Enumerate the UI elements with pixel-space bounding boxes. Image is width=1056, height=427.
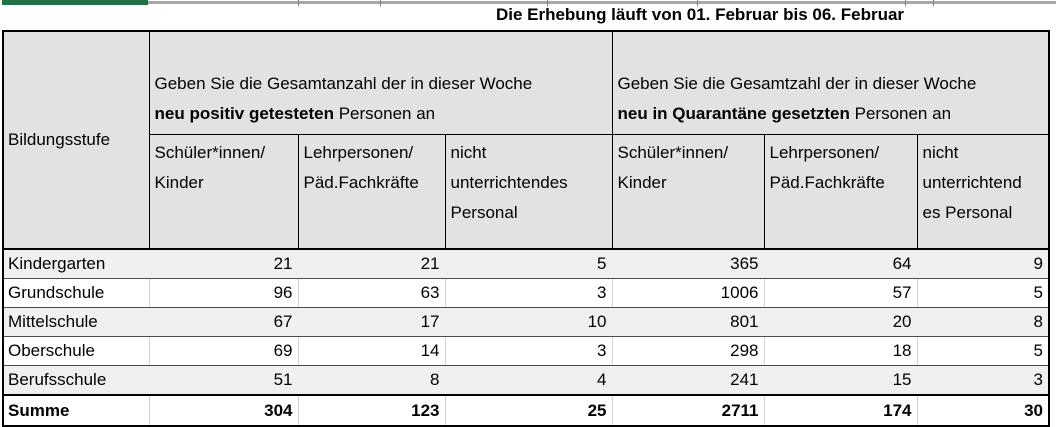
row-label-cell[interactable]: Mittelschule bbox=[2, 307, 150, 337]
column-header-teachers-quarantine[interactable]: Lehrpersonen/ Päd.Fachkräfte bbox=[763, 134, 918, 250]
total-row: Summe 304 123 25 2711 174 30 bbox=[2, 394, 1051, 427]
value-cell[interactable]: 10 bbox=[445, 307, 613, 337]
row-label-cell[interactable]: Oberschule bbox=[2, 336, 150, 366]
group-header-emphasis-line: neu positiv getesteten Personen an bbox=[154, 104, 436, 123]
value-cell[interactable]: 1006 bbox=[612, 278, 765, 308]
group-header-row: Bildungsstufe Geben Sie die Gesamtanzahl… bbox=[2, 30, 1051, 250]
value-cell[interactable]: 5 bbox=[917, 336, 1051, 366]
row-label-cell[interactable]: Berufsschule bbox=[2, 365, 150, 396]
survey-data-table: Bildungsstufe Geben Sie die Gesamtanzahl… bbox=[2, 30, 1051, 427]
total-value-cell[interactable]: 2711 bbox=[612, 394, 765, 427]
value-cell[interactable]: 15 bbox=[764, 365, 918, 396]
value-cell[interactable]: 3 bbox=[445, 336, 613, 366]
row-label-cell[interactable]: Kindergarten bbox=[2, 249, 150, 279]
value-cell[interactable]: 18 bbox=[764, 336, 918, 366]
column-header-staff-positive[interactable]: nicht unterrichtendes Personal bbox=[444, 134, 613, 250]
table-row-kindergarten: Kindergarten 21 21 5 365 64 9 bbox=[2, 249, 1051, 279]
column-header-students-positive[interactable]: Schüler*innen/ Kinder bbox=[148, 134, 299, 250]
value-cell[interactable]: 21 bbox=[149, 249, 299, 279]
group-header-intro: Geben Sie die Gesamtzahl der in dieser W… bbox=[617, 74, 977, 93]
value-cell[interactable]: 64 bbox=[764, 249, 918, 279]
table-row-mittelschule: Mittelschule 67 17 10 801 20 8 bbox=[2, 307, 1051, 337]
value-cell[interactable]: 3 bbox=[445, 278, 613, 308]
value-cell[interactable]: 9 bbox=[917, 249, 1051, 279]
column-gridline-tick bbox=[547, 0, 548, 6]
row-label-cell[interactable]: Grundschule bbox=[2, 278, 150, 308]
group-header-emphasis-line: neu in Quarantäne gesetzten Personen an bbox=[617, 104, 952, 123]
value-cell[interactable]: 8 bbox=[298, 365, 446, 396]
value-cell[interactable]: 365 bbox=[612, 249, 765, 279]
value-cell[interactable]: 241 bbox=[612, 365, 765, 396]
excel-selection-accent-bar bbox=[2, 0, 148, 5]
group-header-intro: Geben Sie die Gesamtanzahl der in dieser… bbox=[154, 74, 533, 93]
group-header-quarantine[interactable]: Geben Sie die Gesamtzahl der in dieser W… bbox=[611, 30, 1051, 135]
table-row-oberschule: Oberschule 69 14 3 298 18 5 bbox=[2, 336, 1051, 366]
value-cell[interactable]: 5 bbox=[917, 278, 1051, 308]
value-cell[interactable]: 96 bbox=[149, 278, 299, 308]
value-cell[interactable]: 298 bbox=[612, 336, 765, 366]
value-cell[interactable]: 4 bbox=[445, 365, 613, 396]
corner-header-cell[interactable]: Bildungsstufe bbox=[2, 30, 150, 250]
value-cell[interactable]: 8 bbox=[917, 307, 1051, 337]
value-cell[interactable]: 20 bbox=[764, 307, 918, 337]
value-cell[interactable]: 69 bbox=[149, 336, 299, 366]
value-cell[interactable]: 14 bbox=[298, 336, 446, 366]
value-cell[interactable]: 57 bbox=[764, 278, 918, 308]
group-header-positive-tests[interactable]: Geben Sie die Gesamtanzahl der in dieser… bbox=[148, 30, 613, 135]
total-value-cell[interactable]: 25 bbox=[445, 394, 613, 427]
column-gridline-tick bbox=[905, 0, 906, 6]
total-label-cell[interactable]: Summe bbox=[2, 394, 150, 427]
total-value-cell[interactable]: 123 bbox=[298, 394, 446, 427]
column-gridline-tick bbox=[298, 0, 299, 6]
value-cell[interactable]: 17 bbox=[298, 307, 446, 337]
value-cell[interactable]: 21 bbox=[298, 249, 446, 279]
value-cell[interactable]: 63 bbox=[298, 278, 446, 308]
value-cell[interactable]: 5 bbox=[445, 249, 613, 279]
total-value-cell[interactable]: 304 bbox=[149, 394, 299, 427]
column-header-teachers-positive[interactable]: Lehrpersonen/ Päd.Fachkräfte bbox=[297, 134, 446, 250]
total-value-cell[interactable]: 174 bbox=[764, 394, 918, 427]
value-cell[interactable]: 801 bbox=[612, 307, 765, 337]
value-cell[interactable]: 67 bbox=[149, 307, 299, 337]
table-row-grundschule: Grundschule 96 63 3 1006 57 5 bbox=[2, 278, 1051, 308]
value-cell[interactable]: 3 bbox=[917, 365, 1051, 396]
column-header-staff-quarantine[interactable]: nicht unterrichtend es Personal bbox=[916, 134, 1051, 250]
value-cell[interactable]: 51 bbox=[149, 365, 299, 396]
column-header-students-quarantine[interactable]: Schüler*innen/ Kinder bbox=[611, 134, 765, 250]
column-gridline-tick bbox=[697, 0, 698, 6]
total-value-cell[interactable]: 30 bbox=[917, 394, 1051, 427]
cutoff-row-gridline bbox=[148, 1, 1056, 4]
column-gridline-tick bbox=[933, 0, 934, 6]
table-row-berufsschule: Berufsschule 51 8 4 241 15 3 bbox=[2, 365, 1051, 396]
column-gridline-tick bbox=[380, 0, 381, 6]
sheet-title: Die Erhebung läuft von 01. Februar bis 0… bbox=[495, 5, 905, 24]
column-header-row: Schüler*innen/ Kinder Lehrpersonen/ Päd.… bbox=[3, 134, 1051, 250]
